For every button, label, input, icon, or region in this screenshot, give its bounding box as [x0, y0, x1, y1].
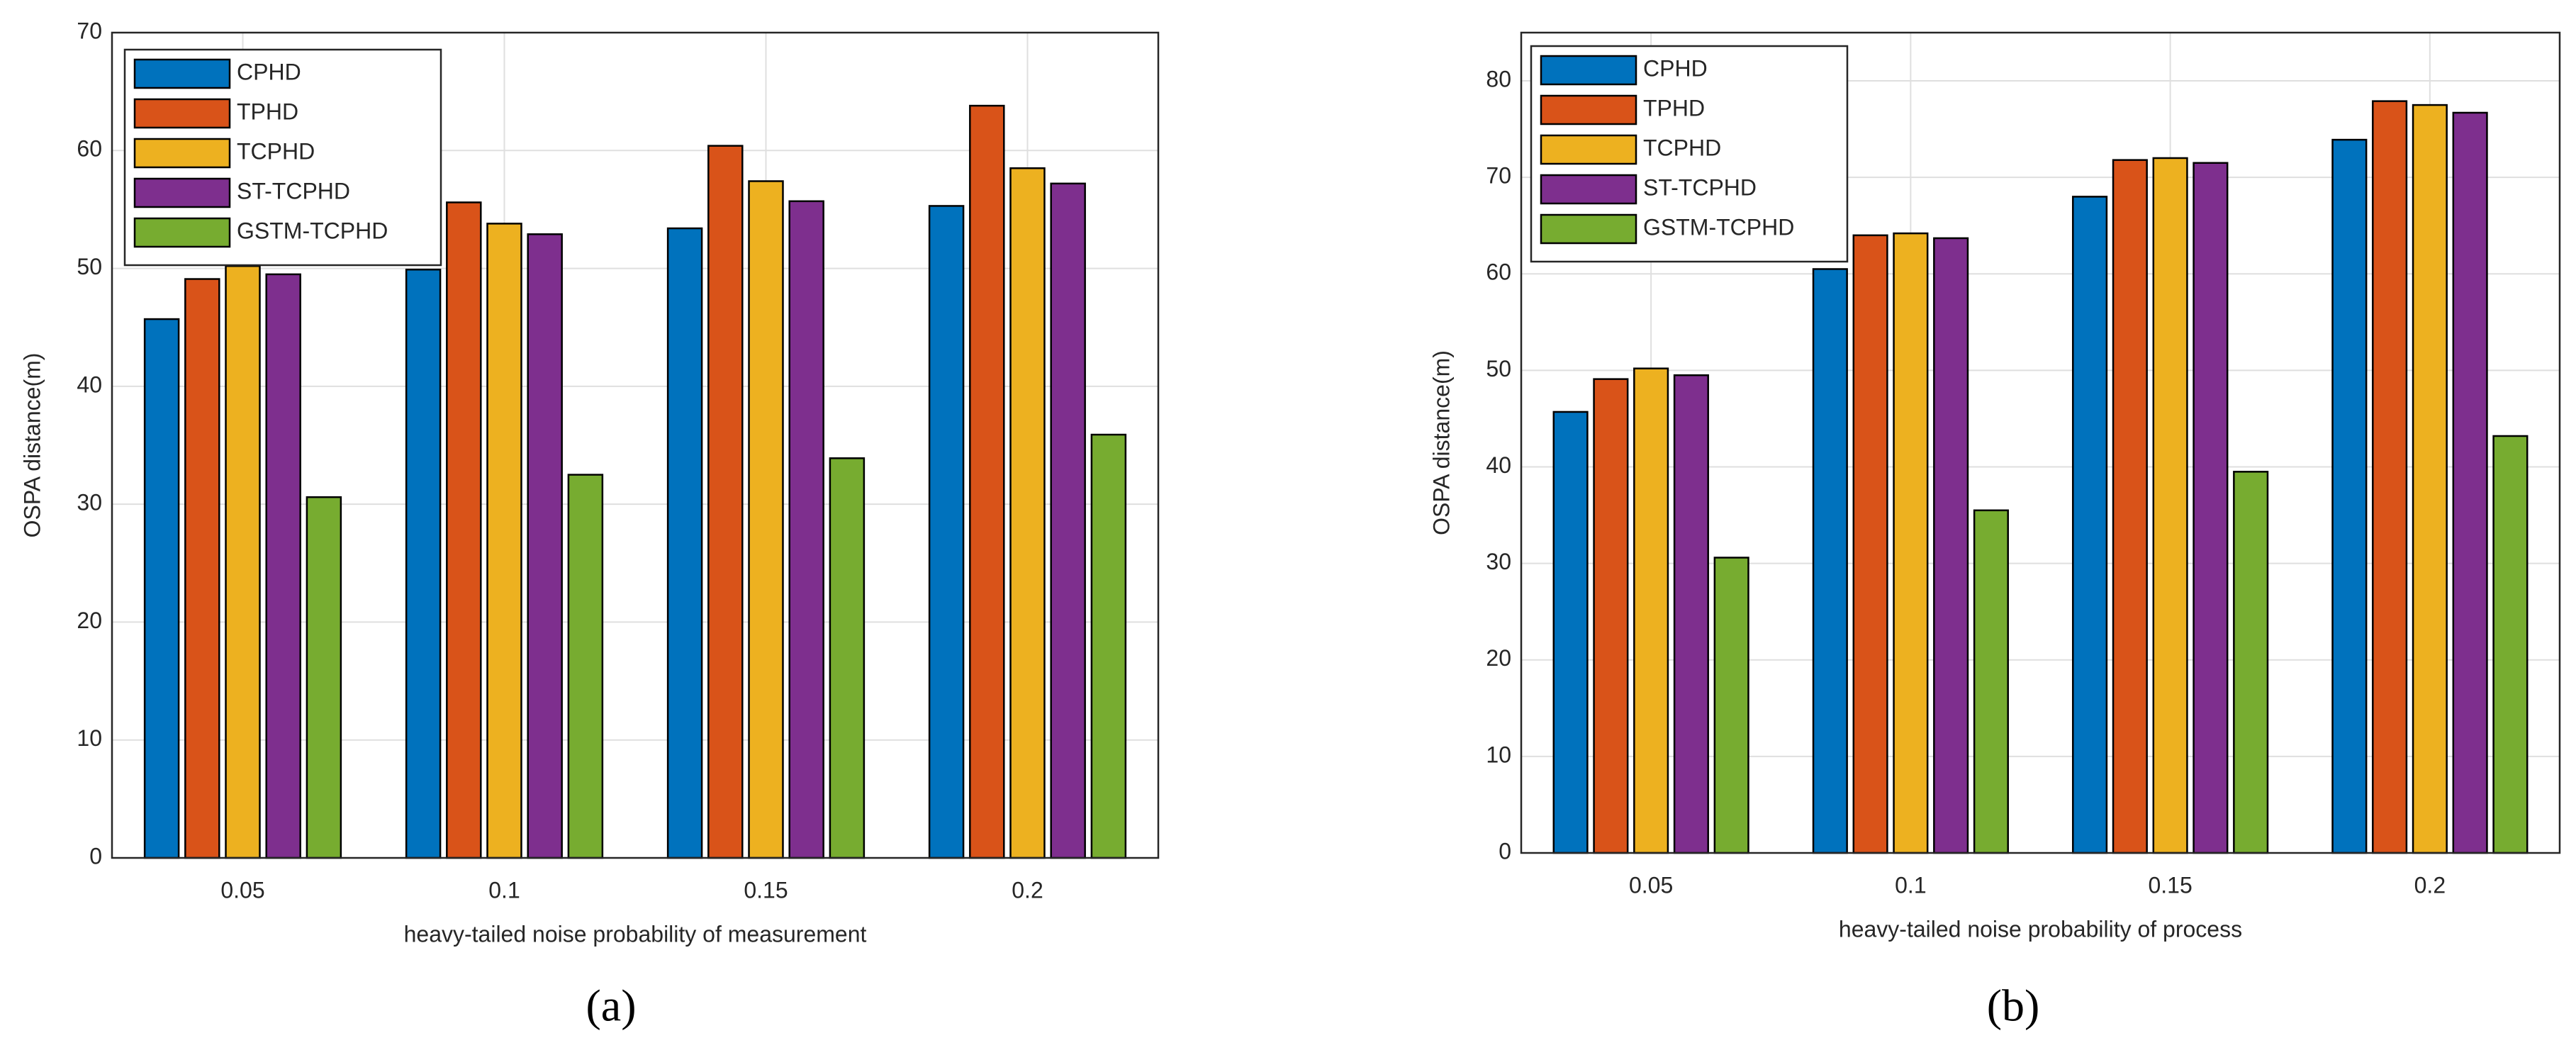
legend-swatch	[1540, 55, 1637, 86]
bar	[1050, 182, 1086, 859]
bar	[184, 278, 220, 859]
bar	[666, 227, 703, 859]
x-axis-label: heavy-tailed noise probability of proces…	[1839, 916, 2242, 942]
bar	[1009, 167, 1046, 859]
bar	[306, 496, 342, 859]
y-tick-label: 0	[89, 843, 102, 869]
legend-swatch	[133, 138, 231, 169]
legend-label: CPHD	[1643, 55, 1708, 81]
y-tick-label: 10	[1486, 742, 1511, 767]
bar	[1812, 268, 1848, 854]
bar	[2372, 100, 2408, 854]
bar	[2072, 196, 2108, 854]
y-tick-label: 20	[1486, 645, 1511, 671]
bar	[2452, 111, 2488, 854]
bar	[928, 205, 965, 859]
bar	[527, 233, 563, 859]
legend-swatch	[1540, 94, 1637, 125]
bar	[446, 201, 482, 859]
y-tick-label: 80	[1486, 67, 1511, 92]
legend-label: GSTM-TCPHD	[237, 218, 388, 243]
bar	[567, 474, 604, 859]
y-tick-label: 40	[77, 372, 102, 397]
bar	[2193, 162, 2229, 854]
y-tick-label: 0	[1499, 838, 1511, 864]
legend-label: TCPHD	[1643, 135, 1721, 160]
legend-swatch	[133, 177, 231, 208]
bar	[2412, 104, 2448, 854]
bar	[788, 200, 824, 859]
bar	[2112, 159, 2148, 854]
x-tick-label: 0.05	[1629, 872, 1673, 898]
legend-swatch	[1540, 213, 1637, 245]
bar	[143, 318, 180, 859]
x-tick-label: 0.2	[1012, 877, 1043, 903]
y-tick-label: 60	[1486, 259, 1511, 285]
bar	[1852, 234, 1888, 854]
x-tick-label: 0.1	[488, 877, 520, 903]
legend-label: ST-TCPHD	[237, 178, 350, 203]
legend-label: ST-TCPHD	[1643, 174, 1757, 200]
bar	[265, 273, 301, 859]
y-tick-label: 20	[77, 608, 102, 633]
y-tick-label: 30	[1486, 549, 1511, 574]
y-tick-label: 10	[77, 725, 102, 751]
bar	[1633, 367, 1669, 854]
bar	[2331, 138, 2368, 854]
bar	[1552, 411, 1589, 854]
legend-swatch	[133, 58, 231, 89]
legend-swatch	[1540, 174, 1637, 205]
y-tick-label: 70	[1486, 163, 1511, 189]
y-tick-label: 30	[77, 490, 102, 515]
legend-label: CPHD	[237, 59, 301, 84]
bar	[1593, 378, 1629, 854]
y-tick-label: 50	[77, 254, 102, 279]
bar	[486, 223, 522, 859]
x-tick-label: 0.2	[2414, 872, 2446, 898]
bar	[1090, 433, 1127, 859]
caption: (a)	[586, 981, 636, 1031]
y-axis-label: OSPA distance(m)	[19, 353, 45, 538]
legend-swatch	[133, 217, 231, 248]
y-axis-label: OSPA distance(m)	[1428, 350, 1454, 535]
x-tick-label: 0.15	[2148, 872, 2192, 898]
bar	[1973, 509, 2009, 854]
bar	[225, 264, 261, 859]
y-tick-label: 50	[1486, 356, 1511, 381]
x-tick-label: 0.1	[1895, 872, 1926, 898]
legend-swatch	[133, 98, 231, 129]
bar	[748, 180, 784, 859]
legend-label: TPHD	[237, 99, 298, 124]
y-tick-label: 70	[77, 18, 102, 43]
bar	[1893, 232, 1929, 854]
bar	[2492, 435, 2529, 854]
y-tick-label: 40	[1486, 452, 1511, 478]
legend-label: TPHD	[1643, 95, 1705, 121]
bar	[405, 268, 442, 859]
x-tick-label: 0.05	[220, 877, 264, 903]
axes-box	[1520, 31, 2561, 854]
x-axis-label: heavy-tailed noise probability of measur…	[404, 921, 867, 947]
bar	[2152, 157, 2188, 854]
axes-box	[111, 31, 1160, 859]
bar	[1933, 237, 1969, 854]
bar	[707, 145, 744, 859]
y-tick-label: 60	[77, 136, 102, 162]
bar	[1673, 374, 1709, 854]
bar	[2233, 471, 2269, 854]
bar	[969, 104, 1005, 859]
legend-swatch	[1540, 134, 1637, 165]
legend-label: GSTM-TCPHD	[1643, 214, 1794, 240]
legend-label: TCPHD	[237, 138, 315, 164]
x-tick-label: 0.15	[744, 877, 788, 903]
bar	[829, 457, 866, 859]
bar	[1713, 557, 1749, 854]
caption: (b)	[1987, 981, 2040, 1031]
